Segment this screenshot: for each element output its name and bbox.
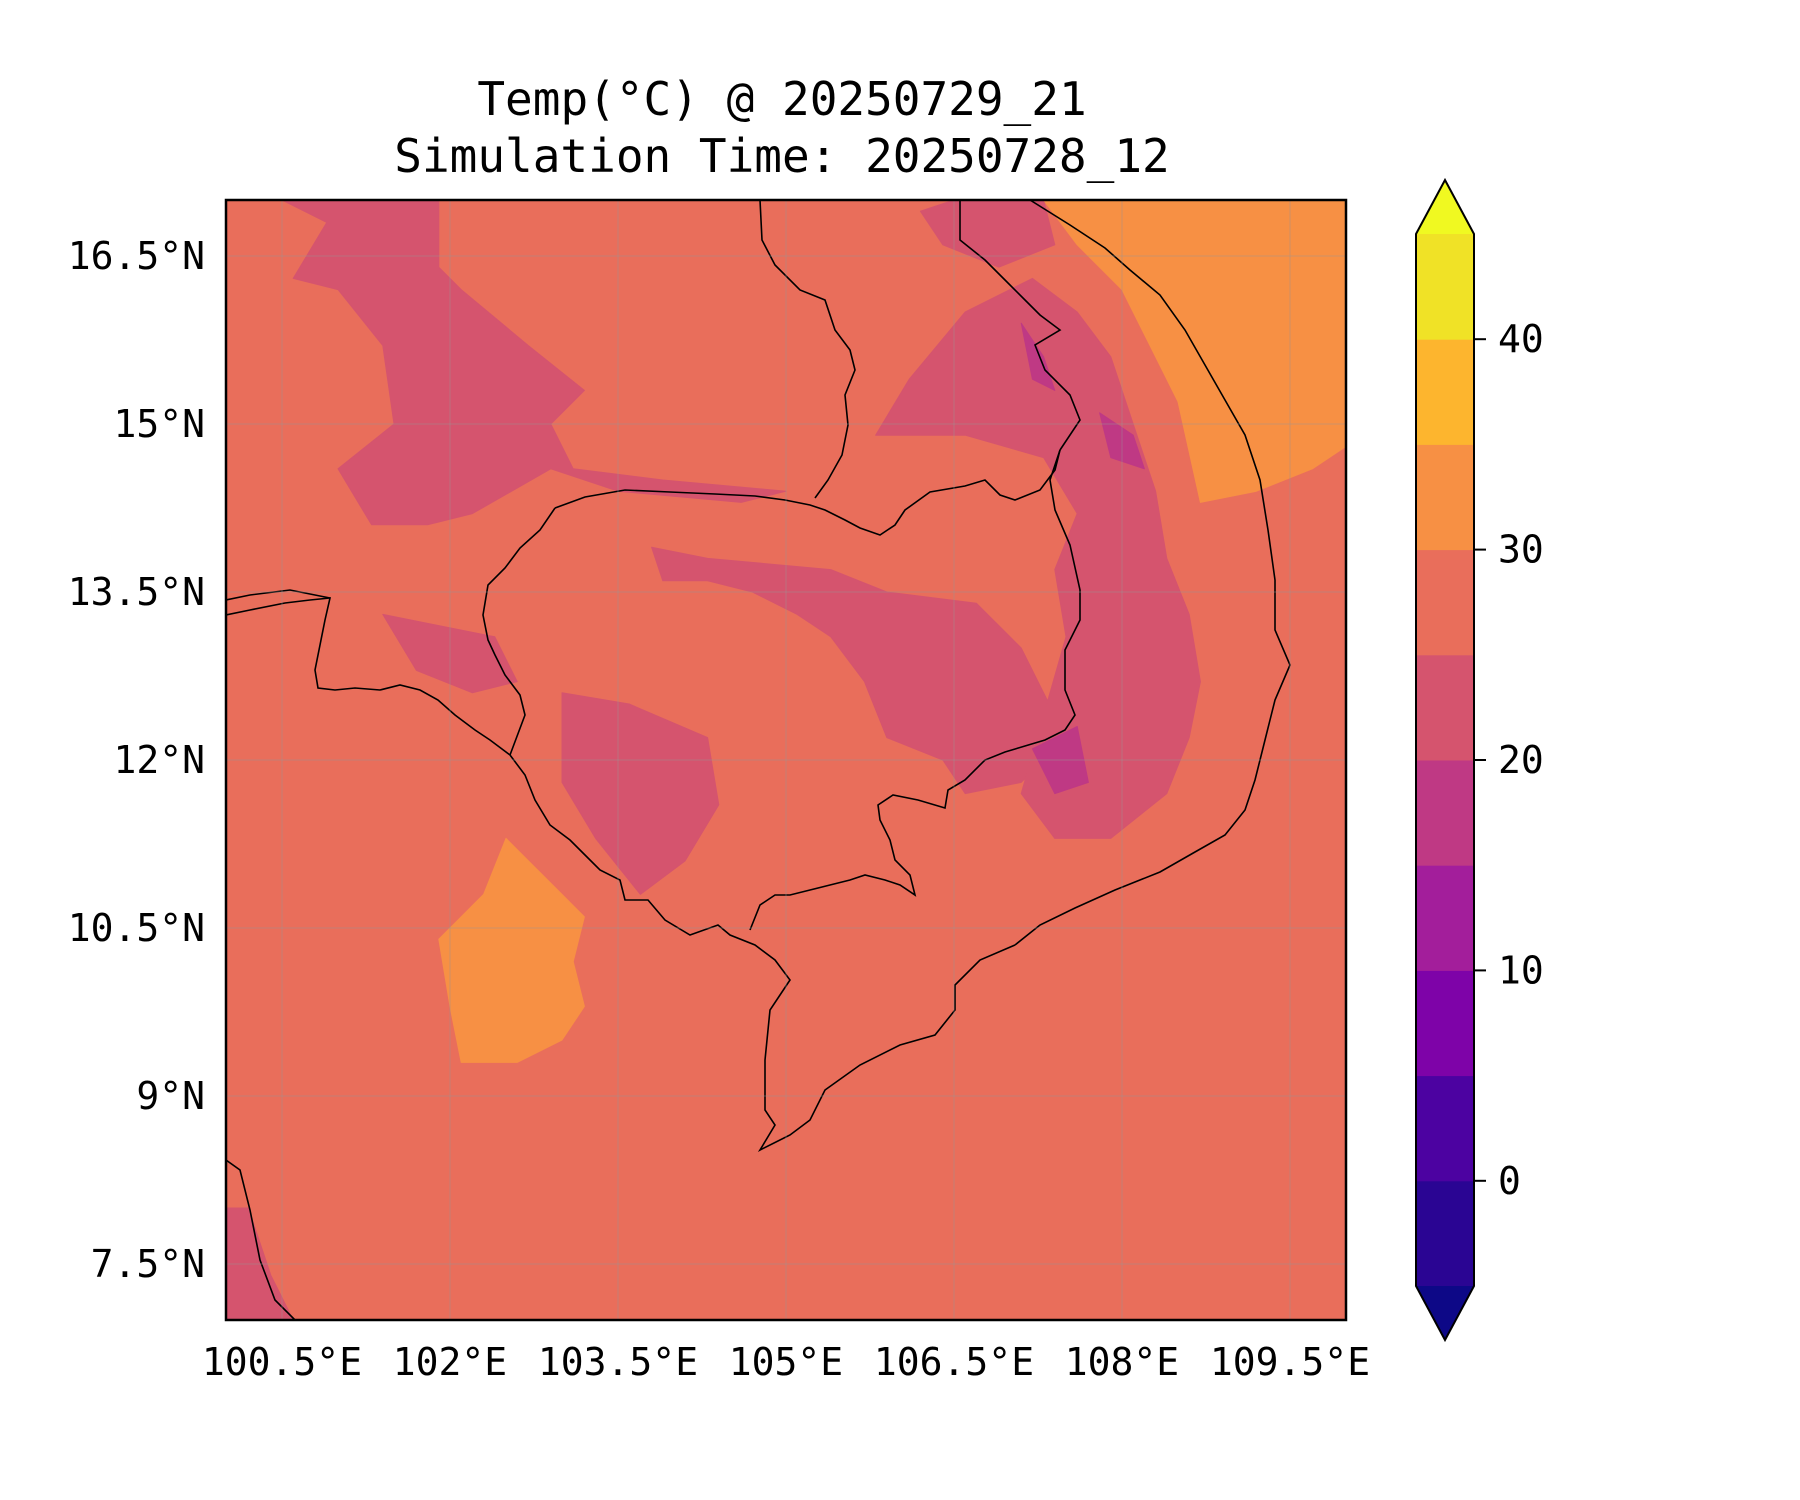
x-tick-label: 105°E xyxy=(729,1340,843,1384)
temp-region-7 xyxy=(1031,725,1089,795)
colorbar-segment xyxy=(1416,339,1474,445)
temp-region-1 xyxy=(651,546,1067,795)
colorbar-tick-label: 20 xyxy=(1498,738,1544,782)
colorbar-tick-label: 0 xyxy=(1498,1159,1521,1203)
temp-region-3 xyxy=(919,200,1056,268)
colorbar-extend-top xyxy=(1416,180,1474,234)
temp-region-11 xyxy=(438,837,585,1063)
colorbar-segment xyxy=(1416,234,1474,340)
colorbar-tick-label: 30 xyxy=(1498,528,1544,572)
y-axis-ticks: 16.5°N 15°N 13.5°N 12°N 10.5°N 9°N 7.5°N xyxy=(68,234,205,1286)
coastline-east xyxy=(1014,200,1291,946)
colorbar-segment xyxy=(1416,1180,1474,1287)
coastline-peninsula xyxy=(226,1159,296,1320)
temperature-regions xyxy=(226,200,1346,1320)
colorbar-segment xyxy=(1416,760,1474,866)
x-tick-label: 102°E xyxy=(393,1340,507,1384)
x-tick-label: 103.5°E xyxy=(538,1340,698,1384)
colorbar-segment xyxy=(1416,549,1474,656)
border-cambodia-laos xyxy=(554,449,1061,536)
coastline-gulf-thailand xyxy=(226,597,511,756)
x-axis-ticks: 100.5°E 102°E 103.5°E 105°E 106.5°E 108°E 109.… xyxy=(202,1340,1370,1384)
y-tick-label: 15°N xyxy=(113,402,205,446)
colorbar-segment xyxy=(1416,970,1474,1077)
y-tick-label: 10.5°N xyxy=(68,906,205,950)
map-frame xyxy=(224,198,1348,1322)
title-line-1: Temp(°C) @ 20250729_21 xyxy=(477,72,1086,126)
y-tick-label: 13.5°N xyxy=(68,570,205,614)
temp-region-2 xyxy=(875,277,1201,839)
y-tick-label: 12°N xyxy=(113,738,205,782)
border-laos-thailand xyxy=(759,200,856,499)
border-laos-vietnam xyxy=(959,200,1081,451)
colorbar: 0 10 20 30 40 xyxy=(1415,177,1544,1343)
temp-region-6 xyxy=(226,1207,294,1320)
x-tick-label: 106.5°E xyxy=(874,1340,1034,1384)
x-tick-label: 109.5°E xyxy=(1210,1340,1370,1384)
colorbar-segment xyxy=(1416,1075,1474,1182)
temp-region-9 xyxy=(1020,322,1056,391)
colorbar-segment xyxy=(1416,865,1474,971)
border-cambodia-vietnam xyxy=(749,449,1081,931)
temp-region-8 xyxy=(1099,412,1145,470)
colorbar-segment xyxy=(1416,654,1474,761)
colorbar-segment xyxy=(1416,444,1474,551)
y-tick-label: 7.5°N xyxy=(91,1242,205,1286)
colorbar-outline xyxy=(1415,177,1475,1343)
border-thailand-myanmar xyxy=(226,589,331,601)
y-tick-label: 9°N xyxy=(136,1074,205,1118)
x-tick-label: 108°E xyxy=(1065,1340,1179,1384)
x-tick-label: 100.5°E xyxy=(202,1340,362,1384)
temp-region-10 xyxy=(1043,200,1346,503)
temp-region-4 xyxy=(561,692,720,895)
colorbar-tick-label: 40 xyxy=(1498,317,1544,361)
title-line-2: Simulation Time: 20250728_12 xyxy=(394,129,1169,183)
border-thailand-cambodia xyxy=(482,507,556,756)
coastlines-borders xyxy=(226,200,1291,1320)
colorbar-extend-bottom xyxy=(1416,1286,1474,1340)
map-area: 100.5°E 102°E 103.5°E 105°E 106.5°E 108°E 109.… xyxy=(68,198,1370,1384)
gridlines xyxy=(226,200,1346,1320)
coastline-mekong-delta xyxy=(509,754,1016,1152)
y-tick-label: 16.5°N xyxy=(68,234,205,278)
colorbar-tick-label: 10 xyxy=(1498,948,1544,992)
temp-region-5 xyxy=(382,613,518,694)
